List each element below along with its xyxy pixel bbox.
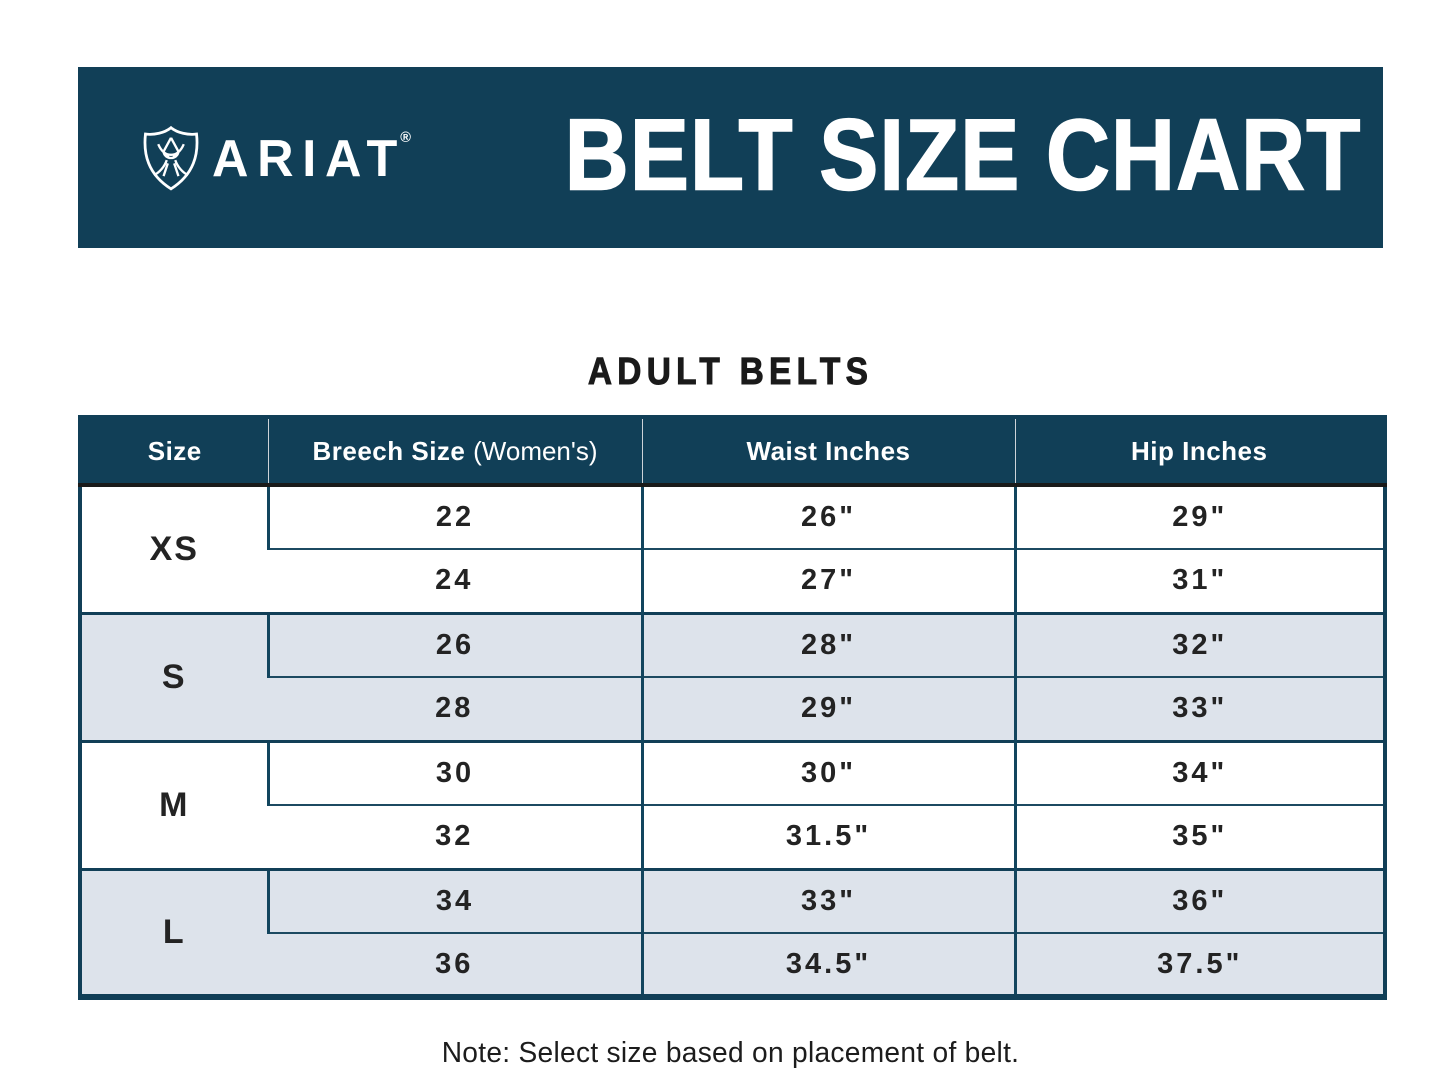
column-header-size: Size — [80, 417, 268, 487]
table-row: M 30 30" 34" — [80, 739, 1385, 869]
table-header: Size Breech Size (Women's) Waist Inches … — [80, 417, 1385, 487]
table-row: 24 27" 31" — [80, 548, 1385, 613]
size-group-l: L 34 33" 36" 36 34.5" 37.5" — [80, 867, 1385, 997]
ariat-shield-horse-icon — [142, 125, 200, 191]
breech-value: 24 — [268, 548, 642, 613]
size-label: L — [80, 867, 268, 997]
hip-value: 29" — [1013, 485, 1385, 549]
waist-value: 33" — [640, 867, 1015, 933]
size-label: M — [80, 739, 268, 869]
table-row: 32 31.5" 35" — [80, 804, 1385, 869]
brand-wordmark: ARIAT® — [212, 129, 411, 188]
size-group-xs: XS 22 26" 29" 24 27" 31" — [80, 485, 1385, 613]
hip-value: 31" — [1013, 548, 1385, 613]
table-row: 36 34.5" 37.5" — [80, 932, 1385, 997]
breech-value: 30 — [266, 739, 642, 805]
table-row: XS 22 26" 29" — [80, 485, 1385, 613]
page-title: BELT SIZE CHART — [564, 98, 1361, 211]
size-group-s: S 26 28" 32" 28 29" 33" — [80, 611, 1385, 741]
belt-size-table: Size Breech Size (Women's) Waist Inches … — [78, 415, 1387, 1000]
breech-value: 26 — [266, 611, 642, 677]
waist-value: 31.5" — [640, 804, 1015, 869]
hip-value: 32" — [1013, 611, 1385, 677]
size-label: XS — [80, 485, 268, 613]
waist-value: 29" — [640, 676, 1015, 741]
column-header-waist: Waist Inches — [641, 417, 1015, 487]
size-label: S — [80, 611, 268, 741]
hip-value: 37.5" — [1013, 932, 1385, 997]
waist-value: 34.5" — [640, 932, 1015, 997]
breech-value: 28 — [268, 676, 642, 741]
registered-trademark: ® — [400, 129, 411, 146]
column-header-hip: Hip Inches — [1014, 417, 1385, 487]
waist-value: 26" — [640, 485, 1015, 549]
hip-value: 35" — [1013, 804, 1385, 869]
hip-value: 36" — [1013, 867, 1385, 933]
breech-value: 22 — [266, 485, 642, 549]
table-row: L 34 33" 36" — [80, 867, 1385, 997]
section-title: ADULT BELTS — [587, 351, 874, 394]
waist-value: 28" — [640, 611, 1015, 677]
footer-note: Note: Select size based on placement of … — [441, 1037, 1020, 1069]
table-row: 28 29" 33" — [80, 676, 1385, 741]
header-banner: ARIAT® BELT SIZE CHART — [78, 67, 1383, 248]
waist-value: 27" — [640, 548, 1015, 613]
waist-value: 30" — [640, 739, 1015, 805]
table-row: S 26 28" 32" — [80, 611, 1385, 741]
hip-value: 34" — [1013, 739, 1385, 805]
breech-value: 36 — [268, 932, 642, 997]
breech-value: 32 — [268, 804, 642, 869]
breech-value: 34 — [266, 867, 642, 933]
hip-value: 33" — [1013, 676, 1385, 741]
ariat-logo: ARIAT® — [142, 125, 417, 191]
size-group-m: M 30 30" 34" 32 31.5" 35" — [80, 739, 1385, 869]
column-header-breech: Breech Size (Women's) — [267, 417, 642, 487]
